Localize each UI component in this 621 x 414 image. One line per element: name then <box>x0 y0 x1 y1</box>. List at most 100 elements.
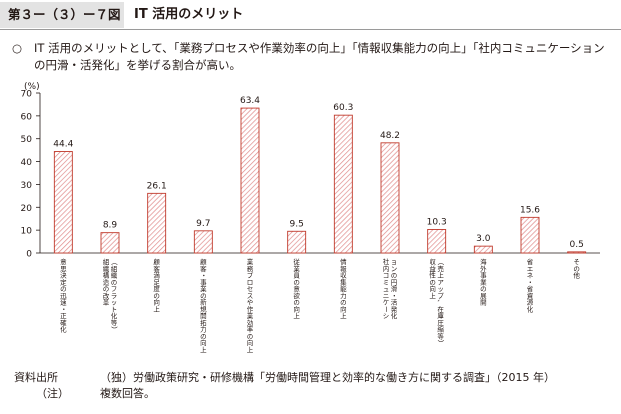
note-annotation: （注） 複数回答。 <box>14 386 614 402</box>
category-label-glyph: 源 <box>527 298 534 307</box>
y-tick-label: 60 <box>21 112 33 122</box>
category-label-glyph: 事 <box>200 277 207 286</box>
category-label-glyph: ュ <box>383 285 390 293</box>
category-label-glyph: 務 <box>247 264 254 273</box>
category-label-glyph: 外 <box>480 264 487 273</box>
category-label-glyph: 業 <box>480 277 487 286</box>
category-label-glyph: 改 <box>103 291 110 300</box>
category-label-glyph: ン <box>391 265 398 273</box>
category-label-glyph: 客 <box>200 264 207 273</box>
category-label-glyph: ミ <box>383 278 390 286</box>
figure-header: 第３ー（３）ー７図 IT 活用のメリット <box>0 0 621 30</box>
category-label-glyph: の <box>293 278 300 286</box>
category-label-glyph: 上 <box>293 311 300 320</box>
bar <box>53 151 73 254</box>
note-annotation-label: （注） <box>36 387 69 400</box>
category-label-glyph: 効 <box>247 318 254 327</box>
category-label-glyph: 意 <box>293 284 300 293</box>
category-label-glyph: 情 <box>340 257 347 266</box>
note-annotation-text: 複数回答。 <box>100 387 155 400</box>
category-label-glyph: の <box>247 332 254 340</box>
category-label-glyph: 省 <box>527 257 534 266</box>
category-label-glyph: 化 <box>60 325 67 334</box>
data-label: 60.3 <box>333 103 353 113</box>
y-tick-label: 50 <box>21 135 33 145</box>
data-label: 26.1 <box>147 181 167 191</box>
category-label-glyph: や <box>247 299 254 307</box>
data-label: 0.5 <box>570 240 584 250</box>
category-label-glyph: 構 <box>103 271 110 280</box>
category-label-glyph: ト <box>111 305 118 313</box>
category-label-glyph: ・ <box>59 306 67 313</box>
category-label-glyph: 事 <box>480 271 487 280</box>
category-label-glyph: 上 <box>200 345 207 354</box>
category-label-glyph: 上 <box>429 291 436 300</box>
category-label-glyph: 迅 <box>60 292 67 300</box>
category-label-glyph: ・ <box>199 272 207 279</box>
category-label-glyph: 内 <box>383 264 390 273</box>
bar <box>427 229 447 254</box>
category-label-glyph: の <box>60 285 67 293</box>
category-label-glyph: ロ <box>247 278 254 286</box>
category-label: 業務プロセスや作業効率の向上 <box>247 257 254 354</box>
category-label-glyph: 能 <box>340 284 347 293</box>
category-label-glyph: ） <box>110 326 118 333</box>
category-label-glyph: 規 <box>200 304 207 313</box>
category-label-glyph: 活 <box>391 298 398 307</box>
category-label-glyph: 益 <box>429 264 436 273</box>
category-label-glyph: の <box>103 285 110 293</box>
category-label-glyph: セ <box>247 285 254 293</box>
category-label-glyph: プ <box>437 292 444 300</box>
bar <box>147 192 167 254</box>
bar <box>333 114 353 254</box>
category-label-glyph: 織 <box>103 264 110 273</box>
bar-chart: (%) 0 10 20 30 40 50 60 70 44.4 8.9 26.1 9.7 63.4 9.… <box>21 82 600 354</box>
bar <box>287 230 307 254</box>
data-label: 63.4 <box>240 96 260 106</box>
category-label-glyph: 化 <box>111 311 118 320</box>
category-label-glyph: 業 <box>200 284 207 293</box>
summary-bullet: ○ <box>12 41 23 55</box>
category-label-glyph: 等 <box>111 318 118 327</box>
data-label: 8.9 <box>103 221 118 231</box>
category-label-glyph: の <box>391 272 398 280</box>
category-label-glyph: 度 <box>153 284 160 293</box>
category-label-glyph: 顧 <box>200 257 207 266</box>
note-source: 資料出所 （独）労働政策研究・研修機構「労働時間管理と効率的な働き方に関する調査… <box>14 370 614 386</box>
y-tick-label: 20 <box>21 204 33 214</box>
bar <box>193 230 213 254</box>
category-label-glyph: 力 <box>340 291 347 300</box>
category-label-glyph: 拓 <box>200 318 207 327</box>
category-label-glyph: ・ <box>390 293 398 300</box>
category-label: 情報収集能力の向上 <box>340 257 347 320</box>
bar <box>567 251 587 254</box>
category-label-glyph: 足 <box>153 278 160 286</box>
y-axis-unit-label: (%) <box>24 82 40 92</box>
category-label-glyph: コ <box>383 272 390 280</box>
category-label-glyph: フ <box>111 285 118 293</box>
category-label-glyph: 化 <box>527 304 534 313</box>
category-label-glyph: （ <box>110 259 118 266</box>
category-label-glyph: 向 <box>247 338 254 347</box>
category-label-glyph: 円 <box>391 278 398 286</box>
category-label-glyph: 売 <box>437 264 444 273</box>
category-label-glyph: 員 <box>293 272 300 280</box>
category-label-glyph: 展 <box>480 292 487 300</box>
category-label-glyph: ケ <box>383 299 390 307</box>
category-label-glyph: 集 <box>340 277 347 286</box>
category-label-glyph: 組 <box>111 264 118 273</box>
bar <box>100 232 120 254</box>
category-label-glyph: の <box>480 285 487 293</box>
category-label-glyph: ネ <box>527 272 534 280</box>
category-label-glyph: 庫 <box>437 311 444 320</box>
category-label-glyph: 収 <box>429 258 436 266</box>
category-label-glyph: 他 <box>573 271 580 280</box>
category-label-glyph: の <box>573 265 580 273</box>
category-label-glyph: 欲 <box>293 291 300 300</box>
category-label-glyph: 、 <box>437 299 445 306</box>
category-label-glyph: 向 <box>340 304 347 313</box>
bar <box>520 216 540 254</box>
